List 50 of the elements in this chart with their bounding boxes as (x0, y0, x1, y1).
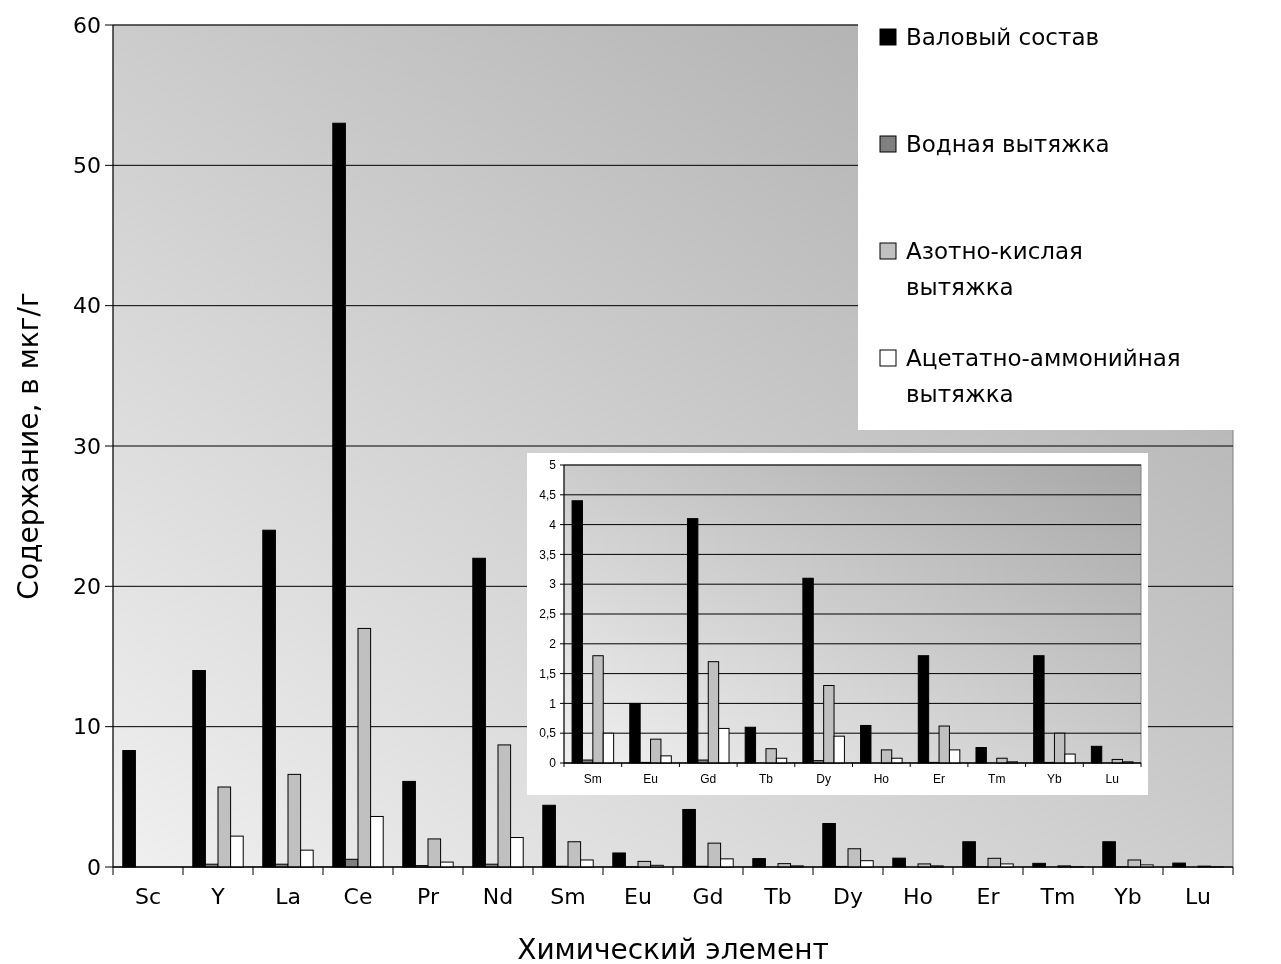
x-tick-label: Ho (873, 771, 890, 786)
x-tick-label: Dy (833, 883, 863, 909)
y-tick-label: 30 (73, 433, 101, 459)
x-tick-label: Sc (134, 883, 162, 909)
legend-label: Водная вытяжка (906, 131, 1110, 158)
y-tick-label: 1 (549, 696, 557, 711)
legend-label: Ацетатно-аммонийная вытяжка (906, 345, 1181, 407)
y-tick-label: 0 (87, 854, 101, 880)
y-tick-label: 4 (549, 517, 557, 532)
x-axis-title: Химический элемент (517, 933, 829, 964)
y-tick-label: 2 (549, 637, 557, 651)
y-tick-label: 0 (549, 756, 557, 771)
x-tick-label: Yb (1047, 771, 1063, 786)
y-tick-label: 1,5 (539, 666, 557, 681)
y-tick-label: 40 (73, 293, 101, 319)
legend-label: Азотно-кислая вытяжка (906, 238, 1083, 300)
y-tick-label: 5 (549, 458, 557, 473)
y-tick-label: 10 (73, 714, 101, 740)
y-axis-title: Содержание, в мкг/г (12, 292, 45, 600)
x-tick-label: Sm (583, 771, 602, 786)
y-tick-label: 4,5 (539, 488, 557, 502)
x-tick-label: Ho (902, 883, 934, 909)
x-tick-label: Gd (692, 883, 724, 909)
x-tick-label: Pr (417, 883, 440, 909)
x-tick-label: Yb (1113, 883, 1142, 909)
y-tick-label: 3 (549, 577, 557, 592)
x-tick-label: Gd (700, 771, 717, 786)
x-tick-label: Lu (1185, 883, 1211, 909)
x-tick-label: Er (976, 883, 1001, 909)
x-tick-label: Sm (550, 883, 586, 909)
x-tick-label: Er (933, 771, 946, 786)
x-tick-label: Ce (343, 883, 373, 909)
x-tick-label: Nd (482, 883, 514, 909)
y-tick-label: 2,5 (539, 607, 557, 622)
x-tick-label: Y (210, 883, 226, 909)
x-tick-label: Lu (1105, 771, 1119, 786)
x-tick-label: Eu (643, 771, 658, 786)
x-tick-label: Tb (763, 883, 792, 909)
y-tick-label: 50 (73, 153, 101, 179)
x-tick-label: Tm (1039, 883, 1076, 909)
y-tick-label: 0,5 (539, 726, 557, 741)
y-tick-label: 3,5 (539, 547, 557, 562)
x-tick-label: La (275, 883, 301, 909)
y-tick-label: 20 (73, 574, 101, 600)
x-tick-label: Tm (988, 771, 1006, 786)
x-tick-label: Dy (816, 771, 831, 786)
y-tick-label: 60 (73, 12, 101, 38)
x-tick-label: Eu (624, 883, 652, 909)
x-tick-label: Tb (758, 771, 774, 786)
legend-label: Валовый состав (906, 24, 1100, 51)
